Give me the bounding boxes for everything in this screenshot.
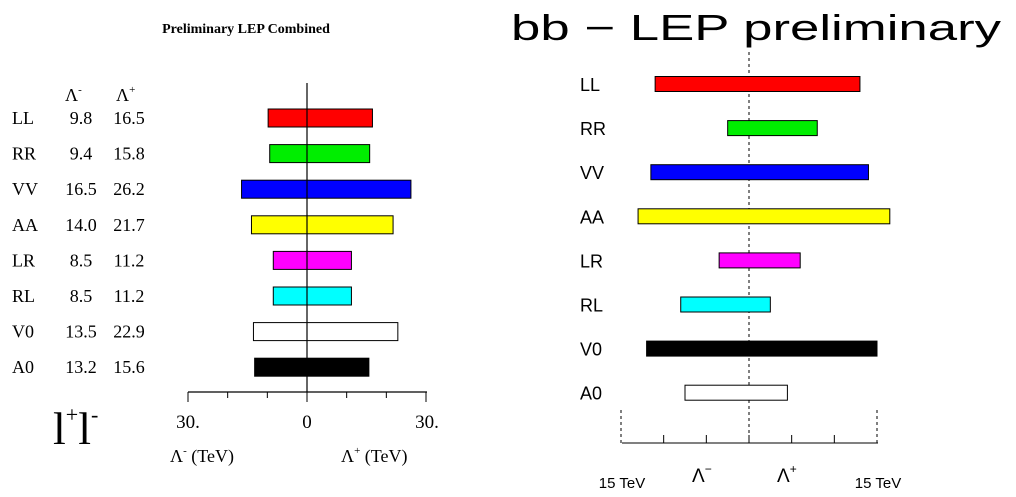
lambda-minus-value: 13.5	[65, 322, 97, 342]
left-tick-label-zero: 0	[302, 412, 312, 433]
svg-text:Λ+ (TeV): Λ+ (TeV)	[341, 445, 408, 467]
right-row-label-rr: RR	[580, 119, 606, 139]
row-label-aa: AA	[12, 215, 38, 235]
svg-text:Λ+: Λ+	[777, 462, 797, 487]
lambda-minus-value: 13.2	[65, 357, 97, 377]
lambda-minus-value: 9.8	[70, 108, 93, 128]
right-chart-title: bb − LEP preliminary	[511, 7, 1001, 48]
right-bar-rl	[680, 296, 771, 313]
right-row-label-vv: VV	[580, 163, 604, 183]
bar-rr	[269, 144, 371, 164]
svg-text:l+l-: l+l-	[53, 402, 98, 454]
bar-a0	[254, 357, 370, 377]
bar-v0	[252, 322, 399, 342]
right-bar-ll	[654, 76, 861, 92]
right-bar-rr	[727, 120, 818, 137]
lambda-plus-value: 21.7	[113, 215, 145, 235]
lambda-plus-value: 26.2	[113, 179, 145, 199]
lambda-minus-header: Λ-	[65, 84, 82, 105]
right-row-label-v0: V0	[580, 340, 602, 360]
lambda-minus-value: 16.5	[65, 179, 97, 199]
right-row-label-ll: LL	[580, 75, 600, 95]
left-xlabel-minus: Λ- (TeV)	[170, 445, 234, 467]
bar-aa	[250, 215, 394, 235]
svg-text:Λ−: Λ−	[692, 462, 712, 487]
lambda-plus-value: 11.2	[114, 286, 145, 306]
lambda-minus-value: 8.5	[70, 286, 93, 306]
lambda-minus-value: 8.5	[70, 250, 93, 270]
bar-rl	[272, 286, 352, 306]
bar-vv	[241, 179, 412, 199]
channel-label: l+l-	[53, 402, 98, 454]
right-tick-label-left: 15 TeV	[599, 475, 645, 492]
lambda-plus-value: 22.9	[113, 322, 145, 342]
row-label-ll: LL	[12, 108, 34, 128]
left-tick-label-right: 30.	[415, 412, 439, 433]
svg-text:Λ- (TeV): Λ- (TeV)	[170, 445, 234, 467]
svg-text:Λ-: Λ-	[65, 84, 82, 105]
left-xlabel-plus: Λ+ (TeV)	[341, 445, 408, 467]
lambda-plus-value: 11.2	[114, 250, 145, 270]
lambda-plus-value: 15.8	[113, 144, 145, 164]
right-row-label-aa: AA	[580, 207, 604, 227]
row-label-v0: V0	[12, 322, 34, 342]
right-bar-aa	[637, 208, 891, 225]
right-row-label-lr: LR	[580, 251, 603, 271]
svg-text:Λ+: Λ+	[116, 84, 135, 105]
lambda-minus-value: 14.0	[65, 215, 97, 235]
right-bar-v0	[646, 340, 878, 357]
lambda-minus-value: 9.4	[70, 144, 93, 164]
right-row-label-a0: A0	[580, 384, 602, 404]
right-bar-lr	[718, 252, 801, 269]
bar-ll	[267, 108, 373, 128]
right-row-label-rl: RL	[580, 296, 603, 316]
row-label-a0: A0	[12, 357, 34, 377]
right-bar-vv	[650, 164, 869, 181]
right-xlabel-plus: Λ+	[777, 462, 797, 487]
bar-lr	[272, 250, 352, 270]
lambda-plus-value: 15.6	[113, 357, 145, 377]
left-tick-label-left: 30.	[176, 412, 200, 433]
right-xlabel-minus: Λ−	[692, 462, 712, 487]
right-bar-a0	[684, 384, 788, 401]
right-tick-label-right: 15 TeV	[855, 475, 901, 492]
row-label-rr: RR	[12, 144, 36, 164]
row-label-rl: RL	[12, 286, 35, 306]
lambda-plus-header: Λ+	[116, 84, 135, 105]
row-label-vv: VV	[12, 179, 38, 199]
lambda-plus-value: 16.5	[113, 108, 145, 128]
row-label-lr: LR	[12, 250, 35, 270]
left-chart-title: Preliminary LEP Combined	[162, 22, 330, 37]
